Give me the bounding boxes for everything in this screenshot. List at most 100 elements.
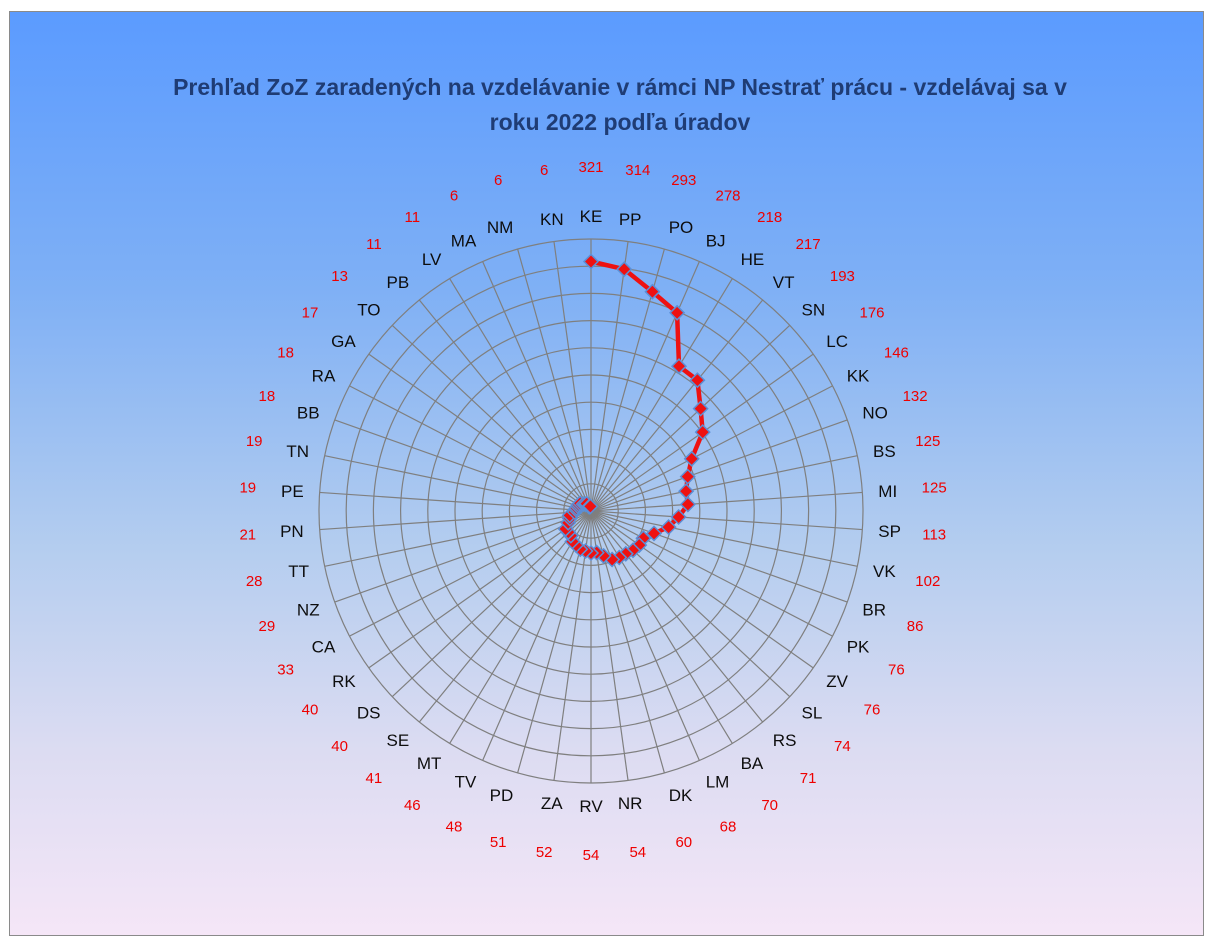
category-label-rk: RK <box>332 672 356 691</box>
grid-spoke <box>334 419 592 512</box>
category-label-sn: SN <box>802 301 826 320</box>
data-point-ke <box>582 253 600 270</box>
data-label-pb: 11 <box>366 236 382 253</box>
grid-spoke <box>482 510 592 761</box>
category-label-ca: CA <box>312 638 336 657</box>
category-label-ra: RA <box>312 366 336 385</box>
data-label-pk: 76 <box>888 661 905 678</box>
category-label-ma: MA <box>451 231 477 250</box>
data-label-rk: 40 <box>302 701 319 718</box>
category-label-bb: BB <box>297 403 320 422</box>
data-label-tt: 28 <box>246 573 263 590</box>
data-label-mt: 46 <box>404 797 421 814</box>
category-label-dk: DK <box>669 786 693 805</box>
category-label-ke: KE <box>580 207 603 226</box>
grid-spoke <box>368 353 592 512</box>
data-label-no: 132 <box>903 388 928 405</box>
data-point-no <box>679 468 696 485</box>
grid-spoke <box>418 510 592 723</box>
data-point-bs <box>678 483 695 500</box>
grid-spoke <box>319 491 592 512</box>
data-label-kk: 146 <box>884 345 909 362</box>
category-label-lc: LC <box>826 332 848 351</box>
data-label-nm: 6 <box>494 172 502 189</box>
grid-spoke <box>349 510 592 637</box>
grid-spoke <box>449 510 592 744</box>
data-label-lm: 68 <box>720 819 737 836</box>
chart-title: Prehľad ZoZ zaradených na vzdelávanie v … <box>173 74 1067 135</box>
data-label-bs: 125 <box>915 433 940 450</box>
grid-spoke <box>418 299 592 512</box>
data-label-to: 13 <box>331 268 348 285</box>
data-point-he <box>670 358 688 375</box>
chart-area: Prehľad ZoZ zaradených na vzdelávanie v … <box>9 11 1204 936</box>
category-label-za: ZA <box>541 794 563 813</box>
data-label-ds: 40 <box>331 738 348 755</box>
data-point-mi <box>679 496 696 513</box>
category-label-pe: PE <box>281 482 304 501</box>
data-label-sn: 193 <box>830 268 855 285</box>
data-label-tv: 48 <box>446 819 463 836</box>
category-label-vt: VT <box>773 273 795 292</box>
category-label-vk: VK <box>873 562 896 581</box>
data-point-vt <box>689 372 706 389</box>
data-label-ca: 33 <box>277 661 294 678</box>
data-label-pe: 19 <box>239 480 256 497</box>
data-point-pp <box>616 261 633 278</box>
grid-spoke <box>349 385 592 512</box>
radar-series <box>557 253 711 568</box>
grid-spoke <box>590 241 629 512</box>
grid-spoke <box>324 455 592 512</box>
data-point-kn <box>582 498 599 515</box>
grid-spoke <box>590 510 858 567</box>
data-label-ke: 321 <box>578 159 603 176</box>
grid-spoke <box>590 419 848 512</box>
data-label-ga: 17 <box>302 305 319 322</box>
category-label-nm: NM <box>487 218 513 237</box>
category-label-bs: BS <box>873 442 896 461</box>
category-label-pp: PP <box>619 210 642 229</box>
data-label-tn: 19 <box>246 433 263 450</box>
data-point-vk <box>660 519 677 536</box>
data-label-bj: 278 <box>715 188 740 205</box>
data-point-po <box>644 283 661 300</box>
category-label-tv: TV <box>455 773 477 792</box>
data-point-br <box>645 525 663 542</box>
data-label-lc: 176 <box>859 305 884 322</box>
category-label-ds: DS <box>357 703 381 722</box>
grid-spoke <box>590 261 700 512</box>
category-label-rs: RS <box>773 731 797 750</box>
data-point-sp <box>670 508 687 526</box>
data-label-bb: 18 <box>259 388 276 405</box>
grid-spoke <box>449 278 592 512</box>
grid-spoke <box>324 510 592 567</box>
grid-spoke <box>482 261 592 512</box>
data-label-sp: 113 <box>922 527 946 544</box>
category-label-he: HE <box>741 250 765 269</box>
data-label-nz: 29 <box>259 618 276 635</box>
grid-spoke <box>590 510 848 603</box>
grid-spoke <box>590 510 764 723</box>
grid-spoke <box>590 455 858 512</box>
grid-spoke <box>517 248 592 512</box>
category-label-br: BR <box>862 601 886 620</box>
data-label-vt: 217 <box>796 236 821 253</box>
grid-spoke <box>553 241 592 512</box>
category-label-kn: KN <box>540 210 564 229</box>
data-label-pp: 314 <box>625 162 650 179</box>
category-label-nz: NZ <box>297 601 320 620</box>
data-label-ma: 6 <box>450 188 458 205</box>
grid-spoke <box>590 510 863 531</box>
grid-spoke <box>590 510 814 669</box>
grid-spoke <box>590 510 733 744</box>
category-label-pn: PN <box>280 522 304 541</box>
data-label-se: 41 <box>366 770 383 787</box>
category-label-ba: BA <box>741 754 764 773</box>
category-label-sl: SL <box>802 703 823 722</box>
category-label-tn: TN <box>286 442 309 461</box>
category-label-kk: KK <box>847 366 870 385</box>
category-label-se: SE <box>387 731 410 750</box>
category-label-rv: RV <box>579 797 603 816</box>
data-label-zv: 76 <box>864 701 881 718</box>
